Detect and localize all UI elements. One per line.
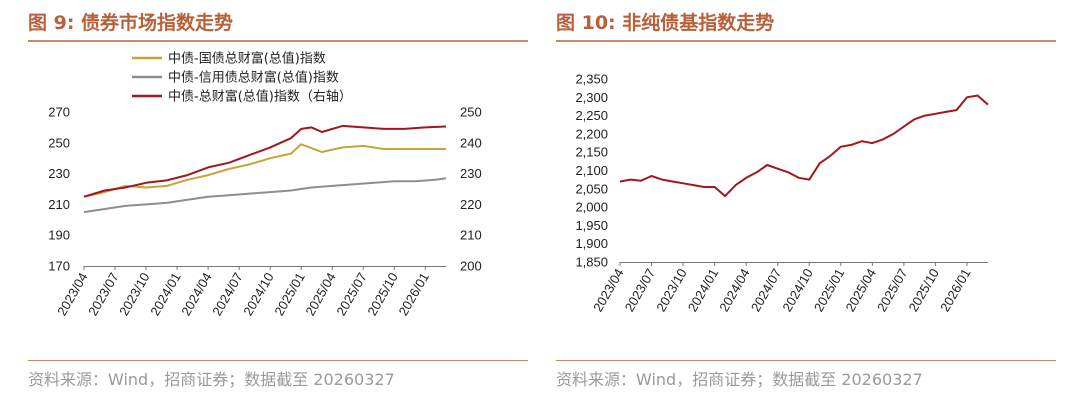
chart-2-title: 图 10: 非纯债基指数走势	[556, 12, 775, 34]
chart-2-bottom-rule	[556, 360, 1056, 361]
y-tick-label: 210	[48, 197, 70, 212]
chart-1-top-rule	[28, 40, 528, 42]
y-tick-label: 1,950	[575, 218, 608, 233]
series-line-3	[83, 124, 447, 198]
y-tick-label: 230	[48, 166, 70, 181]
series-line-1	[83, 143, 446, 198]
series-line-1	[619, 94, 989, 198]
chart-2-source: 资料来源：Wind，招商证券；数据截至 20260327	[556, 370, 923, 389]
chart-2-top-rule	[556, 40, 1056, 42]
y-tick-label: 170	[48, 259, 70, 274]
y-tick-label: 2,050	[575, 181, 608, 196]
chart-1-title: 图 9: 债券市场指数走势	[28, 12, 234, 34]
y2-tick-label: 210	[460, 228, 482, 243]
series-line-2	[83, 177, 447, 214]
legend-label-3: 中债-总财富(总值)指数（右轴）	[168, 89, 352, 105]
y-tick-label: 2,300	[575, 90, 608, 105]
y-tick-label: 1,900	[575, 236, 608, 251]
y-tick-label: 2,200	[575, 126, 608, 141]
legend-label-1: 中债-国债总财富(总值)指数	[168, 51, 326, 67]
y-tick-label: 2,350	[575, 72, 608, 87]
chart-1-bottom-rule	[28, 360, 528, 361]
y2-tick-label: 240	[460, 135, 482, 150]
y-tick-label: 2,000	[575, 200, 608, 215]
y2-tick-label: 220	[460, 197, 482, 212]
y-tick-label: 270	[48, 105, 70, 120]
chart-1-source: 资料来源：Wind，招商证券；数据截至 20260327	[28, 370, 395, 389]
y-tick-label: 1,850	[575, 255, 608, 270]
y2-tick-label: 200	[460, 259, 482, 274]
y-tick-label: 250	[48, 135, 70, 150]
legend-label-2: 中债-信用债总财富(总值)指数	[168, 70, 339, 86]
y-tick-label: 190	[48, 228, 70, 243]
y-tick-label: 2,250	[575, 108, 608, 123]
y-tick-label: 2,150	[575, 145, 608, 160]
y2-tick-label: 250	[460, 105, 482, 120]
x-tick-label: 2026/01	[937, 266, 973, 314]
y-tick-label: 2,100	[575, 163, 608, 178]
y2-tick-label: 230	[460, 166, 482, 181]
